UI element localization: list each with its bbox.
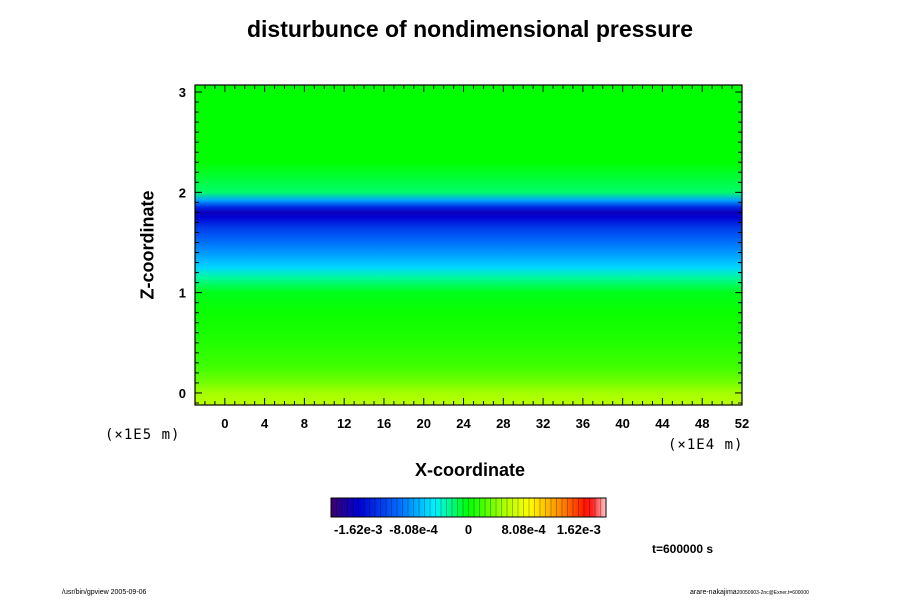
plot-frame <box>194 84 743 406</box>
x-tick-label: 44 <box>655 416 670 431</box>
x-tick-label: 36 <box>576 416 590 431</box>
colorbar-level-lines <box>336 498 601 517</box>
x-tick-label: 0 <box>221 416 228 431</box>
x-tick-label: 48 <box>695 416 709 431</box>
y-axis-label: Z-coordinate <box>137 190 158 300</box>
colorbar-tick-label: -8.08e-4 <box>389 522 438 537</box>
colorbar-tick-label: 0 <box>465 522 472 537</box>
x-tick-label: 28 <box>496 416 510 431</box>
x-axis-label: X-coordinate <box>414 460 525 480</box>
footer-right-small: 20050903-2nc@Exner.t=600000 <box>736 590 809 596</box>
y-tick-label: 3 <box>179 85 186 100</box>
heatmap-field <box>195 85 742 405</box>
x-tick-label: 8 <box>301 416 308 431</box>
y-tick-label: 1 <box>179 286 186 301</box>
x-tick-label: 16 <box>377 416 391 431</box>
axis-ticks <box>194 85 743 405</box>
time-label: t=600000 s <box>652 542 714 556</box>
colorbar-tick-label: 1.62e-3 <box>557 522 601 537</box>
footer-left: /usr/bin/gpview 2005-09-06 <box>62 589 147 596</box>
x-tick-label: 52 <box>735 416 749 431</box>
x-tick-label: 4 <box>261 416 269 431</box>
x-axis-unit: (×1E4 m) <box>668 437 743 453</box>
x-tick-label: 20 <box>417 416 431 431</box>
colorbar-tick-label: -1.62e-3 <box>334 522 382 537</box>
y-tick-label: 2 <box>179 185 186 200</box>
x-tick-label: 40 <box>615 416 629 431</box>
colorbar-frame <box>330 497 607 518</box>
colorbar-tick-label: 8.08e-4 <box>501 522 546 537</box>
y-tick-label: 0 <box>179 386 186 401</box>
footer-right: arare-nakajima20050903-2nc@Exner.t=60000… <box>690 589 809 596</box>
x-tick-label: 32 <box>536 416 550 431</box>
footer-right-main: arare-nakajima <box>690 589 737 596</box>
x-tick-label: 24 <box>456 416 471 431</box>
chart-title: disturbunce of nondimensional pressure <box>246 16 693 42</box>
x-tick-labels: 0 4 8 12 16 20 24 28 32 36 40 44 48 52 <box>221 416 749 431</box>
y-axis-unit: (×1E5 m) <box>105 427 180 443</box>
x-tick-label: 12 <box>337 416 351 431</box>
y-tick-labels: 0 1 2 3 <box>179 85 186 401</box>
colorbar-tick-labels: -1.62e-3 -8.08e-4 0 8.08e-4 1.62e-3 <box>334 522 601 537</box>
